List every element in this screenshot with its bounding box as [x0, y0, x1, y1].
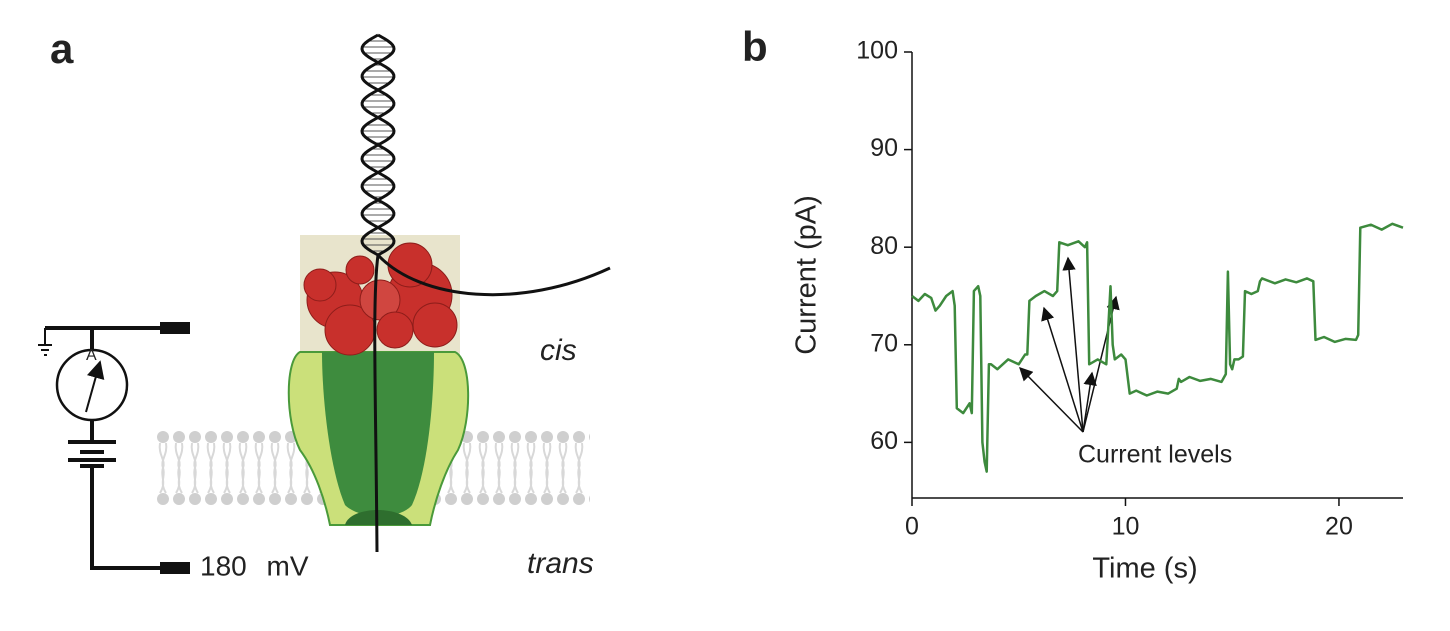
current-trace	[911, 222, 1404, 473]
y-axis-label: Current (pA)	[791, 195, 823, 355]
cis-label: cis	[540, 334, 577, 367]
y-tick-label: 70	[870, 329, 898, 357]
y-tick-label: 60	[870, 427, 898, 455]
annotation: Current levels	[1078, 441, 1232, 469]
x-tick-label: 20	[1325, 513, 1353, 541]
circuit	[38, 326, 165, 570]
y-tick-label: 90	[870, 134, 898, 162]
dna-strand	[360, 33, 396, 257]
panel-label: b	[742, 23, 768, 70]
electrode	[160, 562, 190, 574]
panel-a: a A 180 mV cis trans	[38, 25, 611, 581]
y-tick-label: 80	[870, 232, 898, 260]
ammeter-label: A	[86, 347, 97, 364]
panel-b: b Current (pA) Time (s) Current levels 6…	[742, 23, 1404, 585]
x-tick-label: 0	[905, 513, 919, 541]
strand-right	[376, 253, 611, 297]
x-axis-label: Time (s)	[1092, 553, 1197, 585]
voltage-label: 180 mV	[200, 550, 309, 581]
panel-label: a	[50, 25, 74, 72]
pore-base	[345, 510, 412, 525]
y-tick-label: 100	[856, 37, 898, 65]
annotation-arrows	[1019, 256, 1120, 433]
trans-label: trans	[527, 547, 594, 580]
strand-down	[373, 254, 380, 553]
enzyme	[303, 242, 458, 356]
dna	[360, 33, 396, 257]
pore-inner	[322, 352, 434, 517]
electrode	[160, 322, 190, 334]
x-tick-label: 10	[1112, 513, 1140, 541]
